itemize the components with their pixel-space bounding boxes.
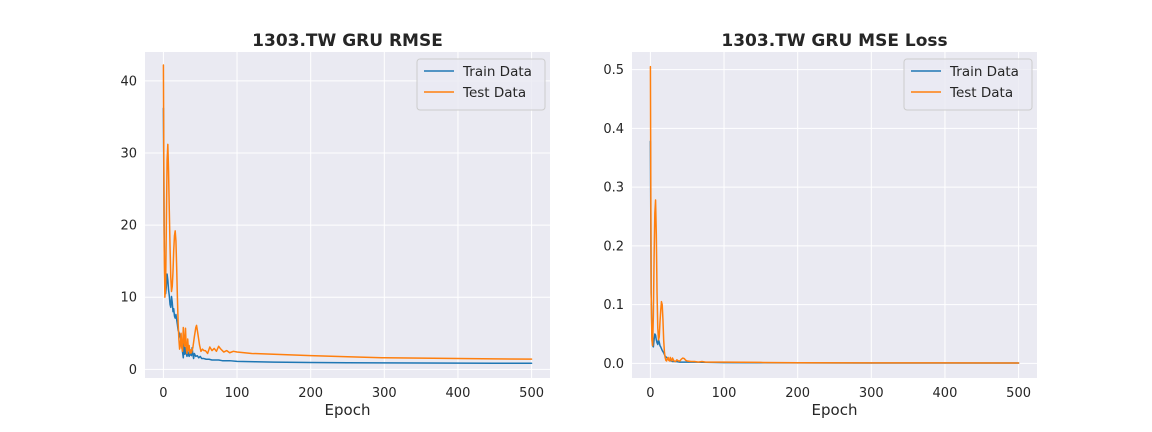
- mse-x-tick-label: 400: [933, 386, 958, 401]
- mse-loss-chart: 0 100 200 300 400 500 0.0 0.1 0.2 0.3 0.4 0.5 1303.T…: [603, 31, 1037, 419]
- mse-y-tick-label: 0.3: [603, 181, 624, 196]
- rmse-x-axis-label: Epoch: [325, 401, 371, 419]
- mse-series-test-line: [649, 65, 1020, 364]
- mse-x-tick-label: 200: [785, 386, 810, 401]
- rmse-x-tick-label: 400: [446, 386, 471, 401]
- rmse-y-tick-label: 20: [120, 219, 137, 234]
- mse-y-tick-label: 0.4: [603, 122, 624, 137]
- mse-y-tick-label: 0.2: [603, 239, 624, 254]
- rmse-x-tick-label: 500: [519, 386, 544, 401]
- rmse-chart: 0 100 200 300 400 500 0 10 20 30 40 1303.TW GRU RMS…: [120, 31, 550, 419]
- mse-x-tick-label: 500: [1006, 386, 1031, 401]
- rmse-legend-label: Test Data: [462, 85, 526, 101]
- rmse-x-tick-label: 0: [159, 386, 167, 401]
- mse-legend-label: Test Data: [949, 85, 1013, 101]
- mse-chart-title: 1303.TW GRU MSE Loss: [721, 31, 947, 51]
- rmse-chart-title: 1303.TW GRU RMSE: [252, 31, 443, 51]
- mse-x-tick-label: 0: [646, 386, 654, 401]
- rmse-y-tick-label: 30: [120, 146, 137, 161]
- mse-legend-label: Train Data: [949, 64, 1019, 80]
- rmse-x-tick-label: 300: [372, 386, 397, 401]
- rmse-y-tick-label: 10: [120, 291, 137, 306]
- rmse-legend: Train Data Test Data: [416, 58, 546, 111]
- mse-y-tick-label: 0.0: [603, 357, 624, 372]
- mse-x-axis-label: Epoch: [812, 401, 858, 419]
- rmse-series-train-line: [162, 107, 533, 365]
- rmse-x-tick-label: 100: [225, 386, 250, 401]
- rmse-y-tick-label: 40: [120, 74, 137, 89]
- rmse-legend-label: Train Data: [462, 64, 532, 80]
- mse-y-tick-label: 0.5: [603, 63, 624, 78]
- rmse-series-test-line: [162, 64, 533, 360]
- rmse-y-tick-label: 0: [129, 363, 137, 378]
- mse-y-tick-label: 0.1: [603, 298, 624, 313]
- rmse-x-tick-label: 200: [298, 386, 323, 401]
- mse-legend: Train Data Test Data: [903, 58, 1033, 111]
- mse-x-tick-label: 100: [712, 386, 737, 401]
- mse-x-tick-label: 300: [859, 386, 884, 401]
